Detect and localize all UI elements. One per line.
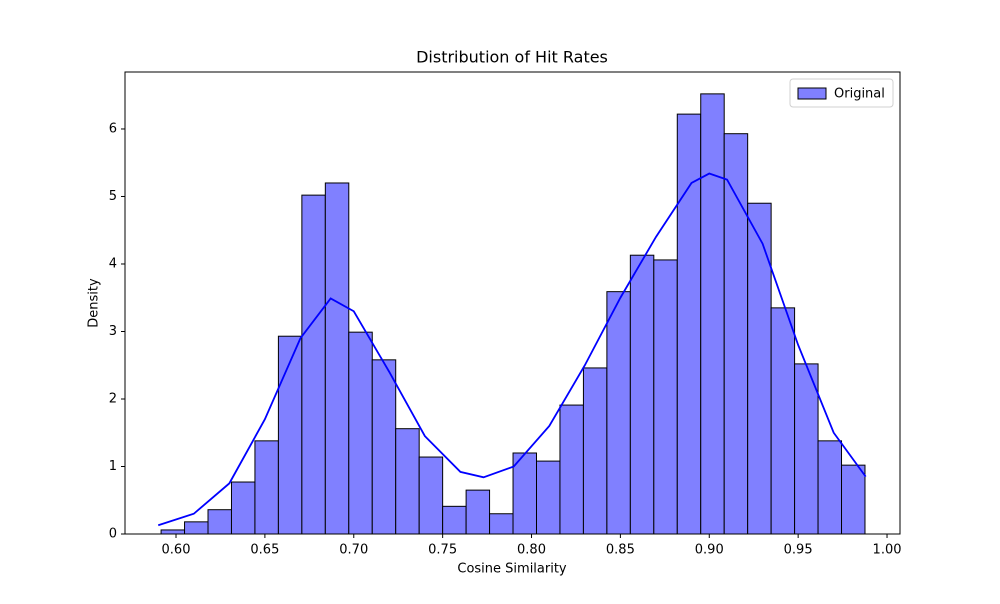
- y-axis-label: Density: [87, 278, 102, 328]
- chart-title: Distribution of Hit Rates: [416, 48, 608, 67]
- bar: [324, 182, 350, 535]
- x-tick-label: 1.00: [873, 543, 902, 558]
- x-tick-label: 0.65: [250, 543, 279, 558]
- x-tick-label: 0.95: [784, 543, 813, 558]
- bar: [230, 481, 256, 535]
- legend-box: [789, 78, 894, 108]
- y-tick-label: 3: [109, 324, 117, 339]
- bar: [794, 363, 819, 535]
- y-tick-label: 0: [109, 527, 117, 542]
- plot-frame: [124, 71, 901, 535]
- bar: [184, 521, 209, 535]
- bar: [465, 489, 491, 535]
- y-tick-label: 4: [109, 256, 117, 271]
- bar: [512, 452, 537, 535]
- bar: [535, 460, 561, 535]
- x-axis-label: Cosine Similarity: [457, 562, 567, 577]
- bar: [160, 529, 186, 535]
- x-tick-label: 0.75: [428, 543, 457, 558]
- bar: [629, 254, 655, 535]
- bar: [582, 367, 608, 535]
- bar: [348, 331, 373, 535]
- bar: [606, 291, 631, 535]
- bar: [301, 194, 326, 535]
- kde-line: [157, 172, 867, 527]
- bar: [723, 133, 749, 535]
- legend-label: Original: [834, 87, 885, 102]
- y-tick-label: 5: [109, 189, 117, 204]
- bar: [418, 456, 444, 535]
- legend-swatch: [797, 87, 827, 100]
- bar: [841, 464, 866, 535]
- bar: [700, 93, 725, 535]
- bar: [395, 428, 420, 535]
- bar: [817, 440, 843, 535]
- y-tick-label: 2: [109, 391, 117, 406]
- bar: [559, 404, 584, 535]
- x-tick-label: 0.90: [695, 543, 724, 558]
- y-tick-label: 6: [109, 121, 117, 136]
- x-tick-label: 0.60: [162, 543, 191, 558]
- bar: [207, 509, 232, 535]
- bar: [371, 359, 397, 535]
- x-tick-label: 0.70: [339, 543, 368, 558]
- y-tick-label: 1: [109, 459, 117, 474]
- x-tick-label: 0.85: [606, 543, 635, 558]
- x-tick-label: 0.80: [517, 543, 546, 558]
- bar: [254, 440, 279, 535]
- bar: [770, 307, 796, 535]
- bar: [747, 202, 772, 535]
- bar: [653, 259, 678, 535]
- bar: [442, 505, 467, 535]
- bar: [676, 113, 702, 535]
- bar: [489, 513, 514, 535]
- bar: [277, 335, 303, 535]
